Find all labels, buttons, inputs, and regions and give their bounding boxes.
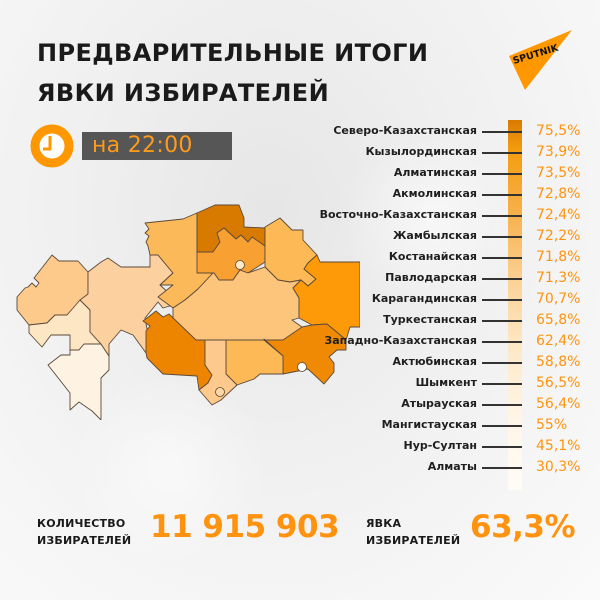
time-text: на 22:00 <box>92 133 193 158</box>
turnout-label-line-2: ИЗБИРАТЕЛЕЙ <box>366 534 461 547</box>
region-value: 73,5% <box>536 165 581 181</box>
region-value: 73,9% <box>536 144 581 160</box>
region-value: 72,2% <box>536 228 581 244</box>
region-aktobe[interactable] <box>79 254 174 357</box>
region-label: Актюбинская <box>392 355 477 368</box>
region-label: Алматинская <box>393 166 477 179</box>
leader-line <box>482 131 522 133</box>
region-value: 75,5% <box>536 123 581 139</box>
leader-line <box>482 320 522 322</box>
region-label: Туркестанская <box>383 313 477 326</box>
leader-line <box>482 341 522 343</box>
region-value: 71,3% <box>536 270 581 286</box>
region-value: 72,8% <box>536 186 581 202</box>
leader-line <box>482 446 522 448</box>
chart-row: Карагандинская 70,7% <box>330 289 600 309</box>
region-value: 65,8% <box>536 312 581 328</box>
leader-line <box>482 215 522 217</box>
chart-row: Туркестанская 65,8% <box>330 310 600 330</box>
region-value: 70,7% <box>536 291 581 307</box>
title-line-1: ПРЕДВАРИТЕЛЬНЫЕ ИТОГИ <box>37 39 429 67</box>
turnout-ranking-chart: Северо-Казахстанская 75,5% Кызылординска… <box>320 110 600 500</box>
chart-row: Алматинская 73,5% <box>330 163 600 183</box>
voters-label-line-1: КОЛИЧЕСТВО <box>37 517 126 530</box>
region-label: Акмолинская <box>392 187 477 200</box>
chart-row: Восточно-Казахстанская 72,4% <box>320 205 600 225</box>
region-value: 30,3% <box>536 459 581 475</box>
sputnik-logo: SPUTNIK <box>509 30 572 90</box>
region-value: 56,5% <box>536 375 581 391</box>
chart-row: Актюбинская 58,8% <box>330 352 600 372</box>
chart-row: Павлодарская 71,3% <box>330 268 600 288</box>
region-value: 62,4% <box>536 333 581 349</box>
region-label: Атырауская <box>401 397 477 410</box>
leader-line <box>482 383 522 385</box>
turnout-label-line-1: ЯВКА <box>366 517 402 530</box>
leader-line <box>482 236 522 238</box>
region-label: Северо-Казахстанская <box>333 124 477 137</box>
region-value: 71,8% <box>536 249 581 265</box>
chart-row: Кызылординская 73,9% <box>330 142 600 162</box>
leader-line <box>482 299 522 301</box>
kazakhstan-map <box>16 204 360 420</box>
time-badge: на 22:00 <box>30 124 232 168</box>
region-label: Павлодарская <box>385 271 477 284</box>
city-marker-nur-sultan[interactable] <box>235 260 245 270</box>
region-label: Нур-Султан <box>403 439 477 452</box>
region-mangistau[interactable] <box>47 343 110 420</box>
region-value: 45,1% <box>536 438 581 454</box>
region-label: Алматы <box>427 460 477 473</box>
leader-line <box>482 467 522 469</box>
leader-line <box>482 278 522 280</box>
chart-row: Мангистауская 55% <box>330 415 600 435</box>
region-label: Западно-Казахстанская <box>324 334 477 347</box>
region-label: Восточно-Казахстанская <box>319 208 477 221</box>
region-value: 56,4% <box>536 396 581 412</box>
voters-label-line-2: ИЗБИРАТЕЛЕЙ <box>37 534 132 547</box>
leader-line <box>482 194 522 196</box>
turnout-value: 63,3% <box>470 509 576 545</box>
chart-row: Северо-Казахстанская 75,5% <box>330 121 600 141</box>
leader-line <box>482 404 522 406</box>
turnout-color-scale <box>508 120 522 490</box>
region-value: 72,4% <box>536 207 581 223</box>
region-turkestan[interactable] <box>198 339 238 406</box>
chart-row: Акмолинская 72,8% <box>330 184 600 204</box>
leader-line <box>482 425 522 427</box>
chart-row: Алматы 30,3% <box>330 457 600 477</box>
region-label: Кызылординская <box>365 145 477 158</box>
time-box: на 22:00 <box>82 132 232 160</box>
chart-row: Западно-Казахстанская 62,4% <box>324 331 600 351</box>
voters-count-value: 11 915 903 <box>150 509 340 545</box>
chart-row: Атырауская 56,4% <box>330 394 600 414</box>
leader-line <box>482 362 522 364</box>
region-east-kazakhstan[interactable] <box>292 254 360 341</box>
region-value: 55% <box>536 417 568 433</box>
region-label: Жамбылская <box>392 229 477 242</box>
chart-row: Нур-Султан 45,1% <box>330 436 600 456</box>
region-label: Шымкент <box>415 376 477 389</box>
city-marker-almaty[interactable] <box>297 362 307 372</box>
chart-row: Жамбылская 72,2% <box>330 226 600 246</box>
region-label: Мангистауская <box>381 418 477 431</box>
city-marker-shymkent[interactable] <box>215 387 225 397</box>
clock-icon <box>30 124 74 168</box>
chart-row: Шымкент 56,5% <box>330 373 600 393</box>
leader-line <box>482 173 522 175</box>
chart-row: Костанайская 71,8% <box>330 247 600 267</box>
turnout-label: ЯВКА ИЗБИРАТЕЛЕЙ <box>366 515 460 549</box>
region-label: Костанайская <box>388 250 477 263</box>
region-value: 58,8% <box>536 354 581 370</box>
leader-line <box>482 152 522 154</box>
page-title: ПРЕДВАРИТЕЛЬНЫЕ ИТОГИ ЯВКИ ИЗБИРАТЕЛЕЙ <box>37 33 428 113</box>
title-line-2: ЯВКИ ИЗБИРАТЕЛЕЙ <box>37 79 330 107</box>
leader-line <box>482 257 522 259</box>
region-label: Карагандинская <box>371 292 477 305</box>
voters-count-label: КОЛИЧЕСТВО ИЗБИРАТЕЛЕЙ <box>37 515 131 549</box>
